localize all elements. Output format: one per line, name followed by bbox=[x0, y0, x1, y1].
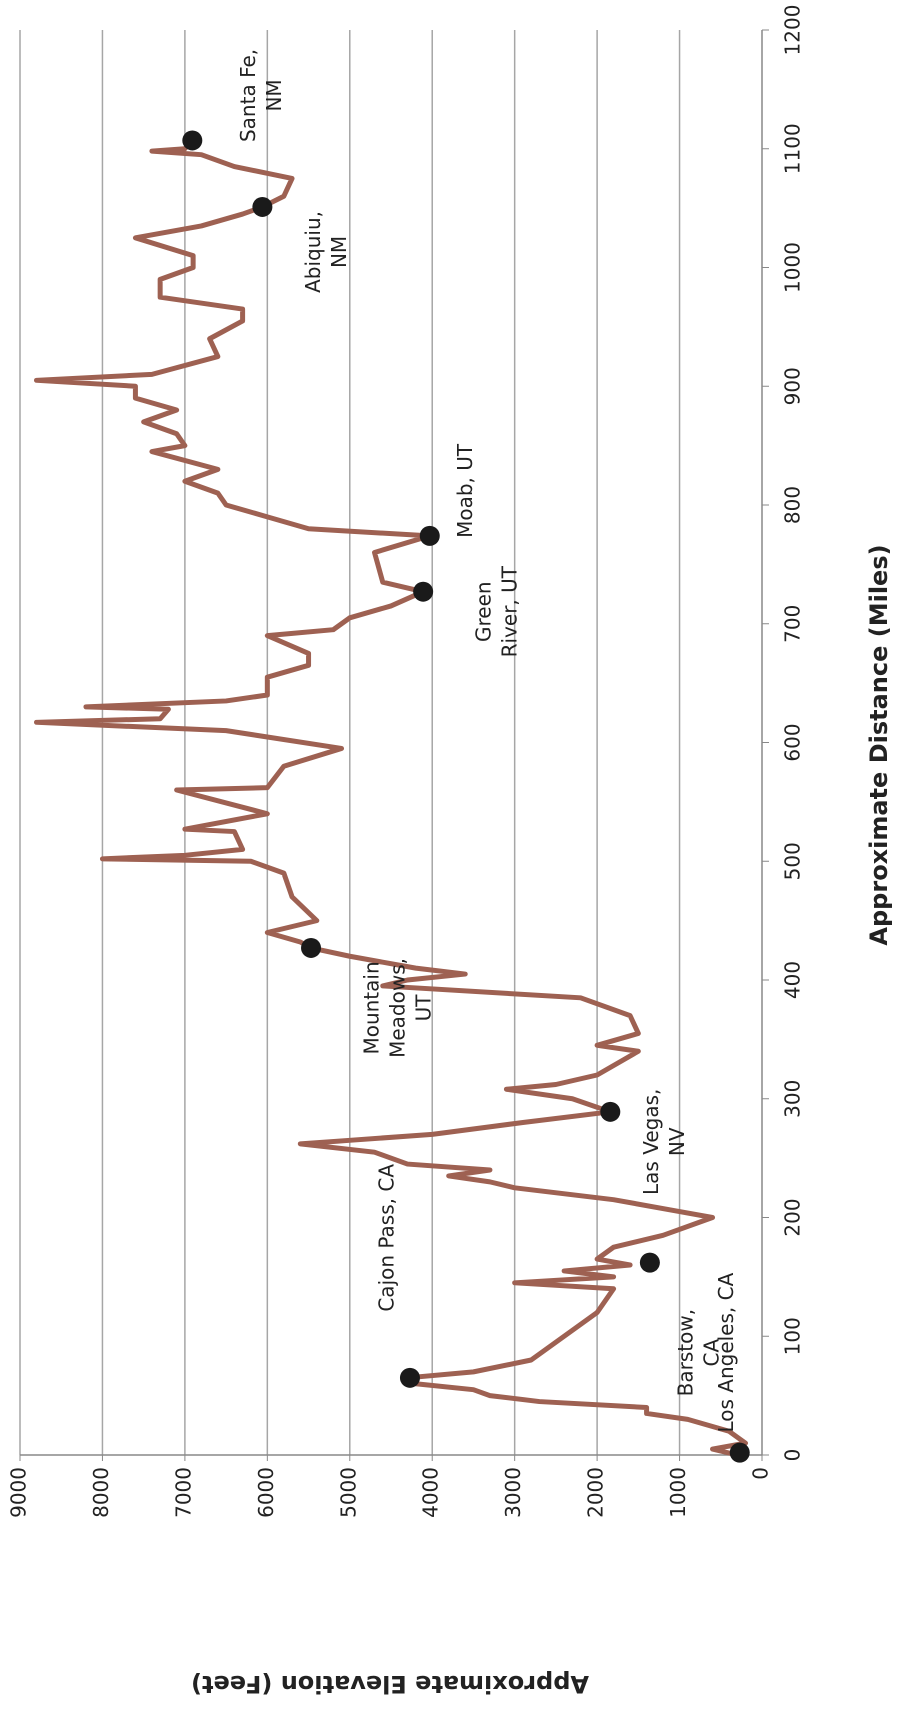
location-marker bbox=[729, 1442, 750, 1463]
y-tick-label: 2000 bbox=[584, 1467, 608, 1518]
location-label: Green bbox=[472, 581, 496, 642]
location-label: NM bbox=[262, 79, 286, 111]
location-label: Las Vegas, bbox=[639, 1089, 663, 1195]
location-marker bbox=[419, 525, 440, 546]
location-label: Abiquiu, bbox=[301, 211, 325, 293]
location-label: Meadows, bbox=[386, 958, 410, 1058]
x-tick-label: 400 bbox=[781, 961, 805, 999]
location-marker bbox=[639, 1252, 660, 1273]
location-label: Santa Fe, bbox=[236, 49, 260, 142]
x-tick-label: 1200 bbox=[781, 5, 805, 56]
x-tick-label: 0 bbox=[781, 1449, 805, 1462]
location-marker bbox=[301, 937, 322, 958]
x-tick-label: 600 bbox=[781, 723, 805, 761]
y-tick-label: 4000 bbox=[419, 1467, 443, 1518]
y-tick-label: 5000 bbox=[336, 1467, 360, 1518]
x-tick-label: 1100 bbox=[781, 123, 805, 174]
plot: Approximate Distance (Miles) Approximate… bbox=[7, 5, 894, 1698]
x-axis-title: Approximate Distance (Miles) bbox=[865, 544, 893, 945]
location-marker bbox=[182, 130, 203, 151]
y-tick-label: 7000 bbox=[171, 1467, 195, 1518]
location-label: Mountain bbox=[360, 961, 384, 1054]
location-label: NV bbox=[665, 1127, 689, 1156]
location-marker bbox=[399, 1367, 420, 1388]
location-marker bbox=[413, 581, 434, 602]
y-tick-label: 1000 bbox=[666, 1467, 690, 1518]
y-tick-label: 0 bbox=[749, 1467, 773, 1480]
location-label: Los Angeles, CA bbox=[714, 1272, 738, 1432]
location-label: Moab, UT bbox=[453, 443, 477, 538]
location-label: Cajon Pass, CA bbox=[374, 1164, 398, 1312]
location-label: UT bbox=[412, 994, 436, 1022]
x-tick-label: 700 bbox=[781, 605, 805, 643]
y-tick-label: 8000 bbox=[89, 1467, 113, 1518]
x-tick-label: 300 bbox=[781, 1080, 805, 1118]
location-label: River, UT bbox=[498, 565, 522, 657]
x-tick-label: 100 bbox=[781, 1317, 805, 1355]
location-marker bbox=[252, 196, 273, 217]
y-tick-label: 9000 bbox=[7, 1467, 31, 1518]
y-tick-label: 3000 bbox=[501, 1467, 525, 1518]
x-tick-label: 500 bbox=[781, 842, 805, 880]
y-tick-label: 6000 bbox=[254, 1467, 278, 1518]
y-axis-title: Approximate Elevation (Feet) bbox=[191, 1670, 589, 1698]
location-label: CA bbox=[699, 1338, 723, 1366]
location-label: NM bbox=[327, 236, 351, 268]
x-tick-label: 1000 bbox=[781, 242, 805, 293]
location-label: Barstow, bbox=[673, 1309, 697, 1396]
x-tick-label: 200 bbox=[781, 1198, 805, 1236]
elevation-line bbox=[33, 138, 749, 1458]
x-tick-label: 800 bbox=[781, 486, 805, 524]
x-tick-label: 900 bbox=[781, 367, 805, 405]
location-marker bbox=[600, 1101, 621, 1122]
